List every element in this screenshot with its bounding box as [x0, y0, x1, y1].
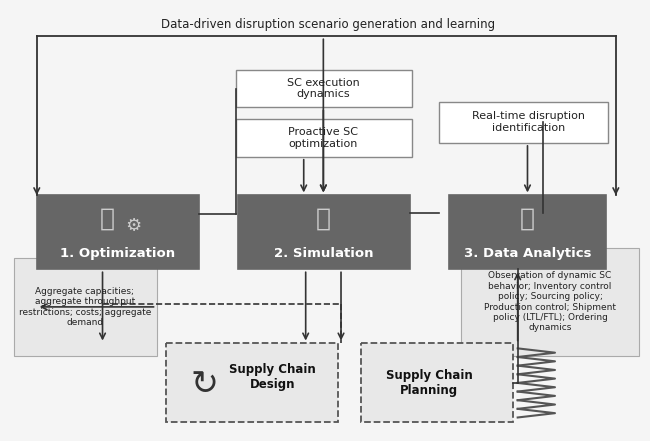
Text: ↻: ↻: [190, 368, 218, 401]
Bar: [166, 344, 338, 422]
Text: Real-time disruption
identification: Real-time disruption identification: [472, 112, 585, 133]
Bar: [449, 195, 606, 269]
Text: Proactive SC
optimization: Proactive SC optimization: [289, 127, 358, 149]
Text: Supply Chain
Design: Supply Chain Design: [229, 363, 316, 391]
Text: Supply Chain
Planning: Supply Chain Planning: [385, 369, 473, 397]
Text: Data-driven disruption scenario generation and learning: Data-driven disruption scenario generati…: [161, 18, 495, 31]
Text: Observation of dynamic SC
behavior; Inventory control
policy; Sourcing policy;
P: Observation of dynamic SC behavior; Inve…: [484, 272, 616, 333]
Bar: [37, 195, 199, 269]
Text: SC execution
dynamics: SC execution dynamics: [287, 78, 359, 100]
Bar: [236, 70, 411, 108]
Bar: [236, 120, 411, 157]
Bar: [238, 195, 410, 269]
Text: 🖥: 🖥: [316, 207, 331, 231]
Text: ⚙: ⚙: [125, 217, 141, 235]
Bar: [14, 258, 157, 356]
Text: 3. Data Analytics: 3. Data Analytics: [463, 247, 592, 260]
Text: Aggregate capacities;
aggregate throughput
restrictions; costs; aggregate
demand: Aggregate capacities; aggregate throughp…: [19, 287, 151, 327]
Bar: [461, 248, 640, 356]
Text: 2. Simulation: 2. Simulation: [274, 247, 373, 260]
Text: 📈: 📈: [520, 207, 535, 231]
Text: 🔍: 🔍: [100, 207, 115, 231]
Bar: [361, 344, 513, 422]
Bar: [439, 101, 608, 143]
Text: 1. Optimization: 1. Optimization: [60, 247, 175, 260]
